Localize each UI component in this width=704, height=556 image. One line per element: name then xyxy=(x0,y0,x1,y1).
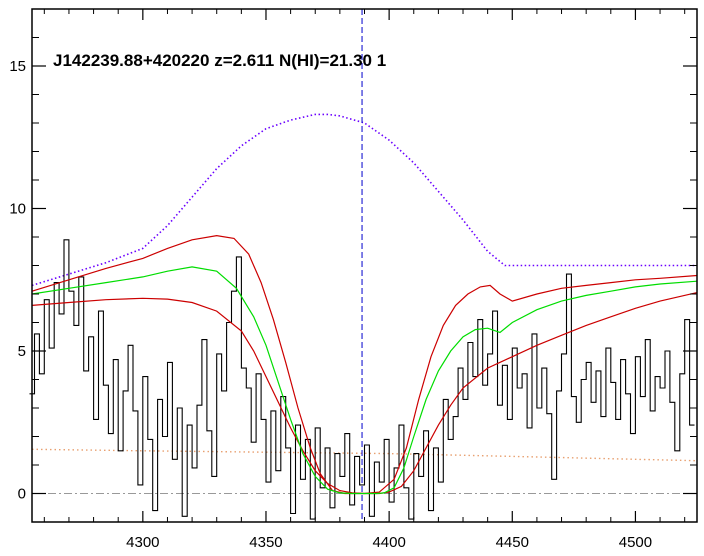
y-tick-label: 10 xyxy=(9,201,26,218)
model-layer xyxy=(31,266,698,495)
flux-layer xyxy=(29,239,695,520)
dla-model-fit xyxy=(31,266,698,495)
flux-spectrum xyxy=(29,239,695,520)
continuum-curve xyxy=(31,113,697,287)
x-tick-label: 4500 xyxy=(619,534,652,551)
x-tick-label: 4350 xyxy=(249,534,282,551)
continuum-layer xyxy=(31,113,697,287)
x-tick-label: 4300 xyxy=(126,534,159,551)
x-tick-label: 4450 xyxy=(496,534,529,551)
axis-ticks-layer: 4300 4350 4400 4450 4500 0 5 10 15 xyxy=(9,8,697,551)
y-tick-label: 0 xyxy=(18,486,26,503)
y-tick-label: 15 xyxy=(9,58,26,75)
error-curve-layer xyxy=(31,448,698,462)
x-tick-label: 4400 xyxy=(372,534,405,551)
chart-title: J142239.88+420220 z=2.611 N(HI)=21.30 1 xyxy=(53,51,386,70)
y-tick-label: 5 xyxy=(18,343,26,360)
dla-model-bound-2 xyxy=(31,234,698,495)
error-curve xyxy=(31,448,698,462)
